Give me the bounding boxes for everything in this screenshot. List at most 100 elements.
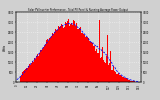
Bar [108, 65, 109, 82]
Bar [68, 19, 69, 82]
Bar [27, 68, 28, 82]
Bar [92, 45, 93, 82]
Bar [95, 51, 96, 82]
Bar [56, 30, 57, 82]
Title: Solar PV/Inverter Performance - Total PV Panel & Running Average Power Output: Solar PV/Inverter Performance - Total PV… [28, 8, 128, 12]
Bar [80, 30, 81, 82]
Bar [110, 50, 111, 82]
Bar [65, 22, 66, 82]
Bar [40, 50, 41, 82]
Bar [32, 61, 33, 82]
Bar [112, 70, 113, 82]
Bar [97, 53, 98, 82]
Bar [23, 71, 24, 82]
Bar [104, 62, 105, 82]
Bar [132, 81, 133, 82]
Bar [84, 35, 85, 82]
Bar [43, 47, 44, 82]
Bar [59, 27, 60, 82]
Bar [30, 65, 31, 82]
Bar [107, 35, 108, 82]
Bar [109, 63, 110, 82]
Bar [62, 25, 63, 82]
Bar [111, 70, 112, 82]
Bar [57, 30, 58, 82]
Bar [96, 49, 97, 82]
Bar [77, 29, 78, 82]
Bar [133, 81, 134, 82]
Bar [21, 75, 22, 82]
Bar [69, 26, 70, 82]
Bar [26, 68, 27, 82]
Bar [122, 77, 123, 82]
Bar [125, 78, 126, 82]
Bar [53, 34, 54, 82]
Bar [131, 81, 132, 82]
Bar [83, 34, 84, 82]
Bar [98, 53, 99, 82]
Bar [117, 74, 118, 82]
Bar [129, 80, 130, 82]
Bar [87, 37, 88, 82]
Bar [101, 57, 102, 82]
Bar [72, 26, 73, 82]
Bar [20, 77, 21, 82]
Bar [25, 69, 26, 82]
Bar [91, 42, 92, 82]
Bar [88, 38, 89, 82]
Bar [33, 62, 34, 82]
Bar [127, 79, 128, 82]
Bar [44, 46, 45, 82]
Bar [99, 20, 100, 82]
Bar [130, 80, 131, 82]
Bar [73, 20, 74, 82]
Bar [113, 66, 114, 82]
Bar [58, 26, 59, 82]
Bar [60, 26, 61, 82]
Bar [51, 36, 52, 82]
Bar [115, 72, 116, 82]
Y-axis label: Watts: Watts [3, 43, 7, 51]
Bar [71, 22, 72, 82]
Bar [38, 56, 39, 82]
Bar [94, 46, 95, 82]
Bar [123, 78, 124, 82]
Bar [90, 42, 91, 82]
Bar [102, 47, 103, 82]
Bar [70, 24, 71, 82]
Bar [124, 78, 125, 82]
Bar [39, 53, 40, 82]
Bar [45, 44, 46, 82]
Bar [47, 39, 48, 82]
Bar [79, 28, 80, 82]
Bar [49, 38, 50, 82]
Bar [93, 46, 94, 82]
Bar [118, 73, 119, 82]
Bar [28, 66, 29, 82]
Bar [126, 78, 127, 82]
Bar [36, 56, 37, 82]
Bar [54, 32, 55, 82]
Bar [116, 74, 117, 82]
Bar [34, 57, 35, 82]
Bar [82, 33, 83, 82]
Bar [74, 21, 75, 82]
Bar [52, 33, 53, 82]
Bar [121, 76, 122, 82]
Bar [100, 58, 101, 82]
Bar [114, 71, 115, 82]
Bar [81, 33, 82, 82]
Bar [89, 41, 90, 82]
Bar [50, 38, 51, 82]
Bar [86, 37, 87, 82]
Bar [106, 56, 107, 82]
Bar [48, 40, 49, 82]
Bar [35, 59, 36, 82]
Bar [85, 37, 86, 82]
Bar [37, 54, 38, 82]
Bar [31, 63, 32, 82]
Bar [76, 24, 77, 82]
Bar [105, 63, 106, 82]
Bar [64, 26, 65, 82]
Bar [42, 49, 43, 82]
